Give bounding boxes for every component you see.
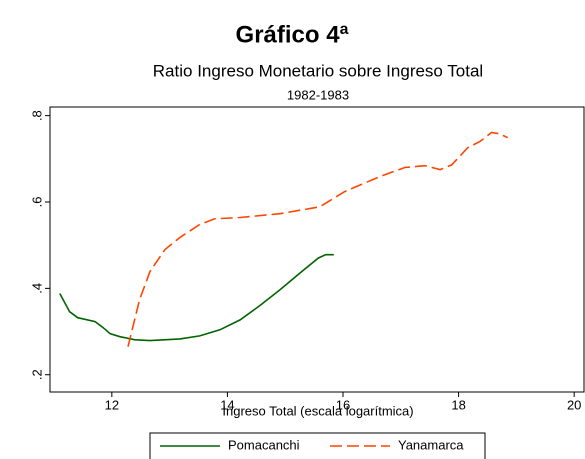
y-tick-label: .2 <box>29 369 44 380</box>
chart-period: 1982-1983 <box>287 87 349 102</box>
y-tick-label: .6 <box>29 197 44 208</box>
chart-title: Gráfico 4ª <box>236 21 349 48</box>
line-series <box>127 131 509 347</box>
x-tick-label: 14 <box>220 397 234 412</box>
y-tick-label: .8 <box>29 110 44 121</box>
legend-label: Pomacanchi <box>228 437 300 452</box>
plot-frame <box>49 106 585 393</box>
x-tick-label: 12 <box>105 397 119 412</box>
legend-label: Yanamarca <box>398 437 464 452</box>
y-tick-label: .4 <box>29 283 44 294</box>
line-series <box>59 253 334 342</box>
x-tick-label: 20 <box>567 397 581 412</box>
x-tick-label: 16 <box>336 397 350 412</box>
x-axis-label: Ingreso Total (escala logarítmica) <box>222 403 413 418</box>
x-tick-label: 18 <box>451 397 465 412</box>
chart-subtitle: Ratio Ingreso Monetario sobre Ingreso To… <box>153 61 483 80</box>
